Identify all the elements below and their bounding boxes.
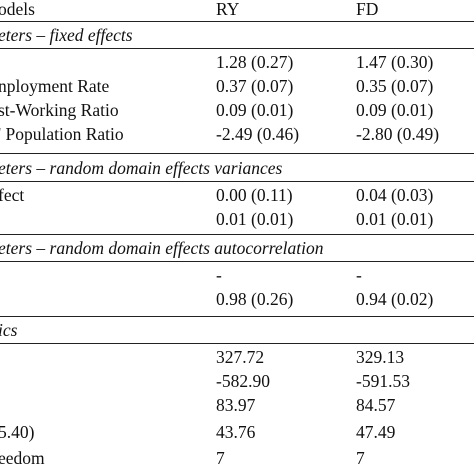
fd-value: 84.57 xyxy=(356,395,396,415)
table-row: nployment Rate 0.37 (0.07) 0.35 (0.07) xyxy=(0,75,474,99)
header-rule xyxy=(0,21,474,23)
ry-value: - xyxy=(216,265,222,285)
ry-value: 0.00 (0.11) xyxy=(216,185,293,205)
row-label: ' Population Ratio xyxy=(0,124,124,144)
section-title-row: ics xyxy=(0,319,474,343)
fd-value: 0.01 (0.01) xyxy=(356,209,434,229)
fd-value: 7 xyxy=(356,448,365,468)
fd-value: - xyxy=(356,265,362,285)
section-title-fixed-effects: eters – fixed effects xyxy=(0,25,133,45)
section-title-variances: eters – random domain effects variances xyxy=(0,158,283,178)
row-label: fect xyxy=(0,185,25,205)
table-row: ' Population Ratio -2.49 (0.46) -2.80 (0… xyxy=(0,123,474,147)
section-title-statistics: ics xyxy=(0,320,18,340)
table-row: 327.72 329.13 xyxy=(0,346,474,370)
section-rule xyxy=(0,343,474,344)
table-row: 0.01 (0.01) 0.01 (0.01) xyxy=(0,208,474,232)
section-title-row: eters – fixed effects xyxy=(0,24,474,48)
section-rule xyxy=(0,261,474,262)
row-label: st-Working Ratio xyxy=(0,100,119,120)
fd-value: 0.35 (0.07) xyxy=(356,76,434,96)
table-row: st-Working Ratio 0.09 (0.01) 0.09 (0.01) xyxy=(0,99,474,123)
fd-value: -2.80 (0.49) xyxy=(356,124,440,144)
fd-value: 329.13 xyxy=(356,347,405,367)
ry-value: 43.76 xyxy=(216,422,256,442)
section-title-autocorrelation: eters – random domain effects autocorrel… xyxy=(0,238,324,258)
ry-value: -582.90 xyxy=(216,371,270,391)
header-ry: RY xyxy=(216,0,240,19)
fd-value: 47.49 xyxy=(356,422,396,442)
section-rule xyxy=(0,48,474,49)
table-row: 0.98 (0.26) 0.94 (0.02) xyxy=(0,288,474,312)
table-header-row: odels RY FD xyxy=(0,0,474,22)
table-row: 83.97 84.57 xyxy=(0,394,474,418)
ry-value: -2.49 (0.46) xyxy=(216,124,300,144)
ry-value: 0.09 (0.01) xyxy=(216,100,294,120)
header-fd: FD xyxy=(356,0,379,19)
table-row: fect 0.00 (0.11) 0.04 (0.03) xyxy=(0,184,474,208)
table-row: - - xyxy=(0,264,474,288)
table-row: eedom 7 7 xyxy=(0,447,474,471)
row-label: 5.40) xyxy=(0,422,35,442)
ry-value: 83.97 xyxy=(216,395,256,415)
ry-value: 7 xyxy=(216,448,225,468)
fd-value: 1.47 (0.30) xyxy=(356,52,434,72)
ry-value: 327.72 xyxy=(216,347,265,367)
table-row: 1.28 (0.27) 1.47 (0.30) xyxy=(0,51,474,75)
row-label: eedom xyxy=(0,448,45,468)
section-title-row: eters – random domain effects variances xyxy=(0,157,474,181)
section-rule xyxy=(0,234,474,235)
ry-value: 0.01 (0.01) xyxy=(216,209,294,229)
section-rule xyxy=(0,153,474,154)
section-title-row: eters – random domain effects autocorrel… xyxy=(0,237,474,261)
fd-value: 0.09 (0.01) xyxy=(356,100,434,120)
section-rule xyxy=(0,316,474,317)
section-rule xyxy=(0,181,474,182)
table-row: 5.40) 43.76 47.49 xyxy=(0,421,474,445)
table-row: -582.90 -591.53 xyxy=(0,370,474,394)
fd-value: 0.04 (0.03) xyxy=(356,185,434,205)
fd-value: 0.94 (0.02) xyxy=(356,289,434,309)
header-models: odels xyxy=(0,0,35,19)
row-label: nployment Rate xyxy=(0,76,110,96)
ry-value: 1.28 (0.27) xyxy=(216,52,294,72)
ry-value: 0.37 (0.07) xyxy=(216,76,294,96)
ry-value: 0.98 (0.26) xyxy=(216,289,294,309)
fd-value: -591.53 xyxy=(356,371,410,391)
